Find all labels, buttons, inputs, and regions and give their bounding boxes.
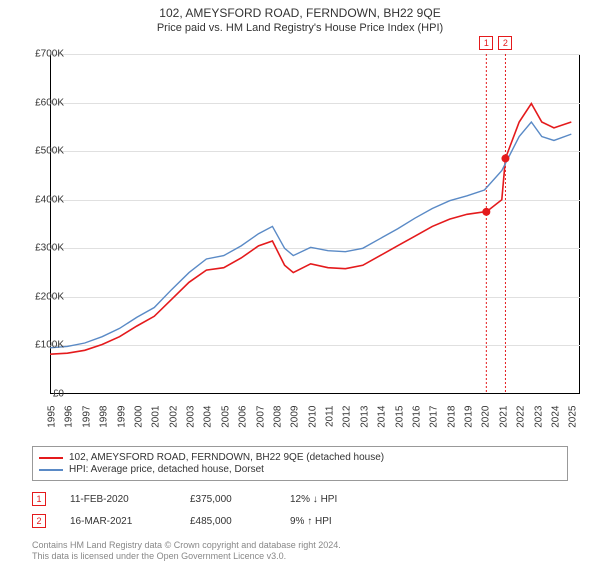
x-tick-label: 2011 bbox=[325, 406, 336, 446]
x-tick-label: 2016 bbox=[411, 406, 422, 446]
y-tick-label: £400K bbox=[16, 194, 64, 205]
legend-row: HPI: Average price, detached house, Dors… bbox=[39, 464, 561, 475]
x-tick-label: 2021 bbox=[498, 406, 509, 446]
x-tick-label: 2004 bbox=[203, 406, 214, 446]
x-tick-label: 2010 bbox=[307, 406, 318, 446]
x-tick-label: 1998 bbox=[99, 406, 110, 446]
legend: 102, AMEYSFORD ROAD, FERNDOWN, BH22 9QE … bbox=[32, 446, 568, 481]
footer: Contains HM Land Registry data © Crown c… bbox=[32, 540, 341, 562]
y-tick-label: £500K bbox=[16, 146, 64, 157]
legend-label: 102, AMEYSFORD ROAD, FERNDOWN, BH22 9QE … bbox=[69, 452, 384, 463]
x-tick-label: 2008 bbox=[272, 406, 283, 446]
x-tick-label: 2018 bbox=[446, 406, 457, 446]
sale-row-1: 1 11-FEB-2020 £375,000 12% ↓ HPI bbox=[32, 492, 568, 506]
legend-swatch bbox=[39, 457, 63, 459]
x-tick-label: 2006 bbox=[238, 406, 249, 446]
footer-line-2: This data is licensed under the Open Gov… bbox=[32, 551, 341, 562]
x-tick-label: 2002 bbox=[168, 406, 179, 446]
x-tick-label: 2023 bbox=[533, 406, 544, 446]
x-tick-label: 2007 bbox=[255, 406, 266, 446]
footer-line-1: Contains HM Land Registry data © Crown c… bbox=[32, 540, 341, 551]
sale-point-dot bbox=[482, 208, 490, 216]
x-tick-label: 2025 bbox=[568, 406, 579, 446]
x-tick-label: 2012 bbox=[342, 406, 353, 446]
sale-price-1: £375,000 bbox=[190, 494, 290, 505]
y-tick-label: £0 bbox=[16, 389, 64, 400]
sale-marker-2: 2 bbox=[32, 514, 46, 528]
x-tick-label: 2020 bbox=[481, 406, 492, 446]
sale-date-1: 11-FEB-2020 bbox=[70, 494, 190, 505]
page-root: 102, AMEYSFORD ROAD, FERNDOWN, BH22 9QE … bbox=[0, 6, 600, 566]
sale-diff-2: 9% ↑ HPI bbox=[290, 516, 380, 527]
chart-marker-2: 2 bbox=[498, 36, 512, 50]
chart-title: 102, AMEYSFORD ROAD, FERNDOWN, BH22 9QE bbox=[0, 6, 600, 20]
x-tick-label: 2001 bbox=[151, 406, 162, 446]
sale-price-2: £485,000 bbox=[190, 516, 290, 527]
series-property-line bbox=[50, 104, 571, 355]
y-tick-label: £600K bbox=[16, 97, 64, 108]
chart-area: 12 bbox=[50, 54, 580, 394]
sale-diff-1: 12% ↓ HPI bbox=[290, 494, 380, 505]
x-tick-label: 2014 bbox=[377, 406, 388, 446]
sale-date-2: 16-MAR-2021 bbox=[70, 516, 190, 527]
x-tick-label: 2013 bbox=[359, 406, 370, 446]
chart-svg bbox=[50, 54, 580, 394]
series-hpi-line bbox=[50, 122, 571, 348]
x-tick-label: 2022 bbox=[516, 406, 527, 446]
x-tick-label: 2024 bbox=[550, 406, 561, 446]
x-tick-label: 2015 bbox=[394, 406, 405, 446]
sale-marker-1: 1 bbox=[32, 492, 46, 506]
x-tick-label: 1999 bbox=[116, 406, 127, 446]
x-tick-label: 2003 bbox=[186, 406, 197, 446]
y-tick-label: £200K bbox=[16, 291, 64, 302]
x-tick-label: 1996 bbox=[64, 406, 75, 446]
sale-point-dot bbox=[501, 154, 509, 162]
sale-row-2: 2 16-MAR-2021 £485,000 9% ↑ HPI bbox=[32, 514, 568, 528]
legend-swatch bbox=[39, 469, 63, 471]
y-tick-label: £700K bbox=[16, 49, 64, 60]
x-tick-label: 2019 bbox=[464, 406, 475, 446]
chart-marker-1: 1 bbox=[479, 36, 493, 50]
y-tick-label: £300K bbox=[16, 243, 64, 254]
legend-label: HPI: Average price, detached house, Dors… bbox=[69, 464, 264, 475]
x-tick-label: 2005 bbox=[220, 406, 231, 446]
x-tick-label: 2000 bbox=[133, 406, 144, 446]
x-tick-label: 1997 bbox=[81, 406, 92, 446]
y-tick-label: £100K bbox=[16, 340, 64, 351]
x-tick-label: 2009 bbox=[290, 406, 301, 446]
x-tick-label: 1995 bbox=[47, 406, 58, 446]
chart-subtitle: Price paid vs. HM Land Registry's House … bbox=[0, 22, 600, 34]
x-tick-label: 2017 bbox=[429, 406, 440, 446]
legend-row: 102, AMEYSFORD ROAD, FERNDOWN, BH22 9QE … bbox=[39, 452, 561, 463]
